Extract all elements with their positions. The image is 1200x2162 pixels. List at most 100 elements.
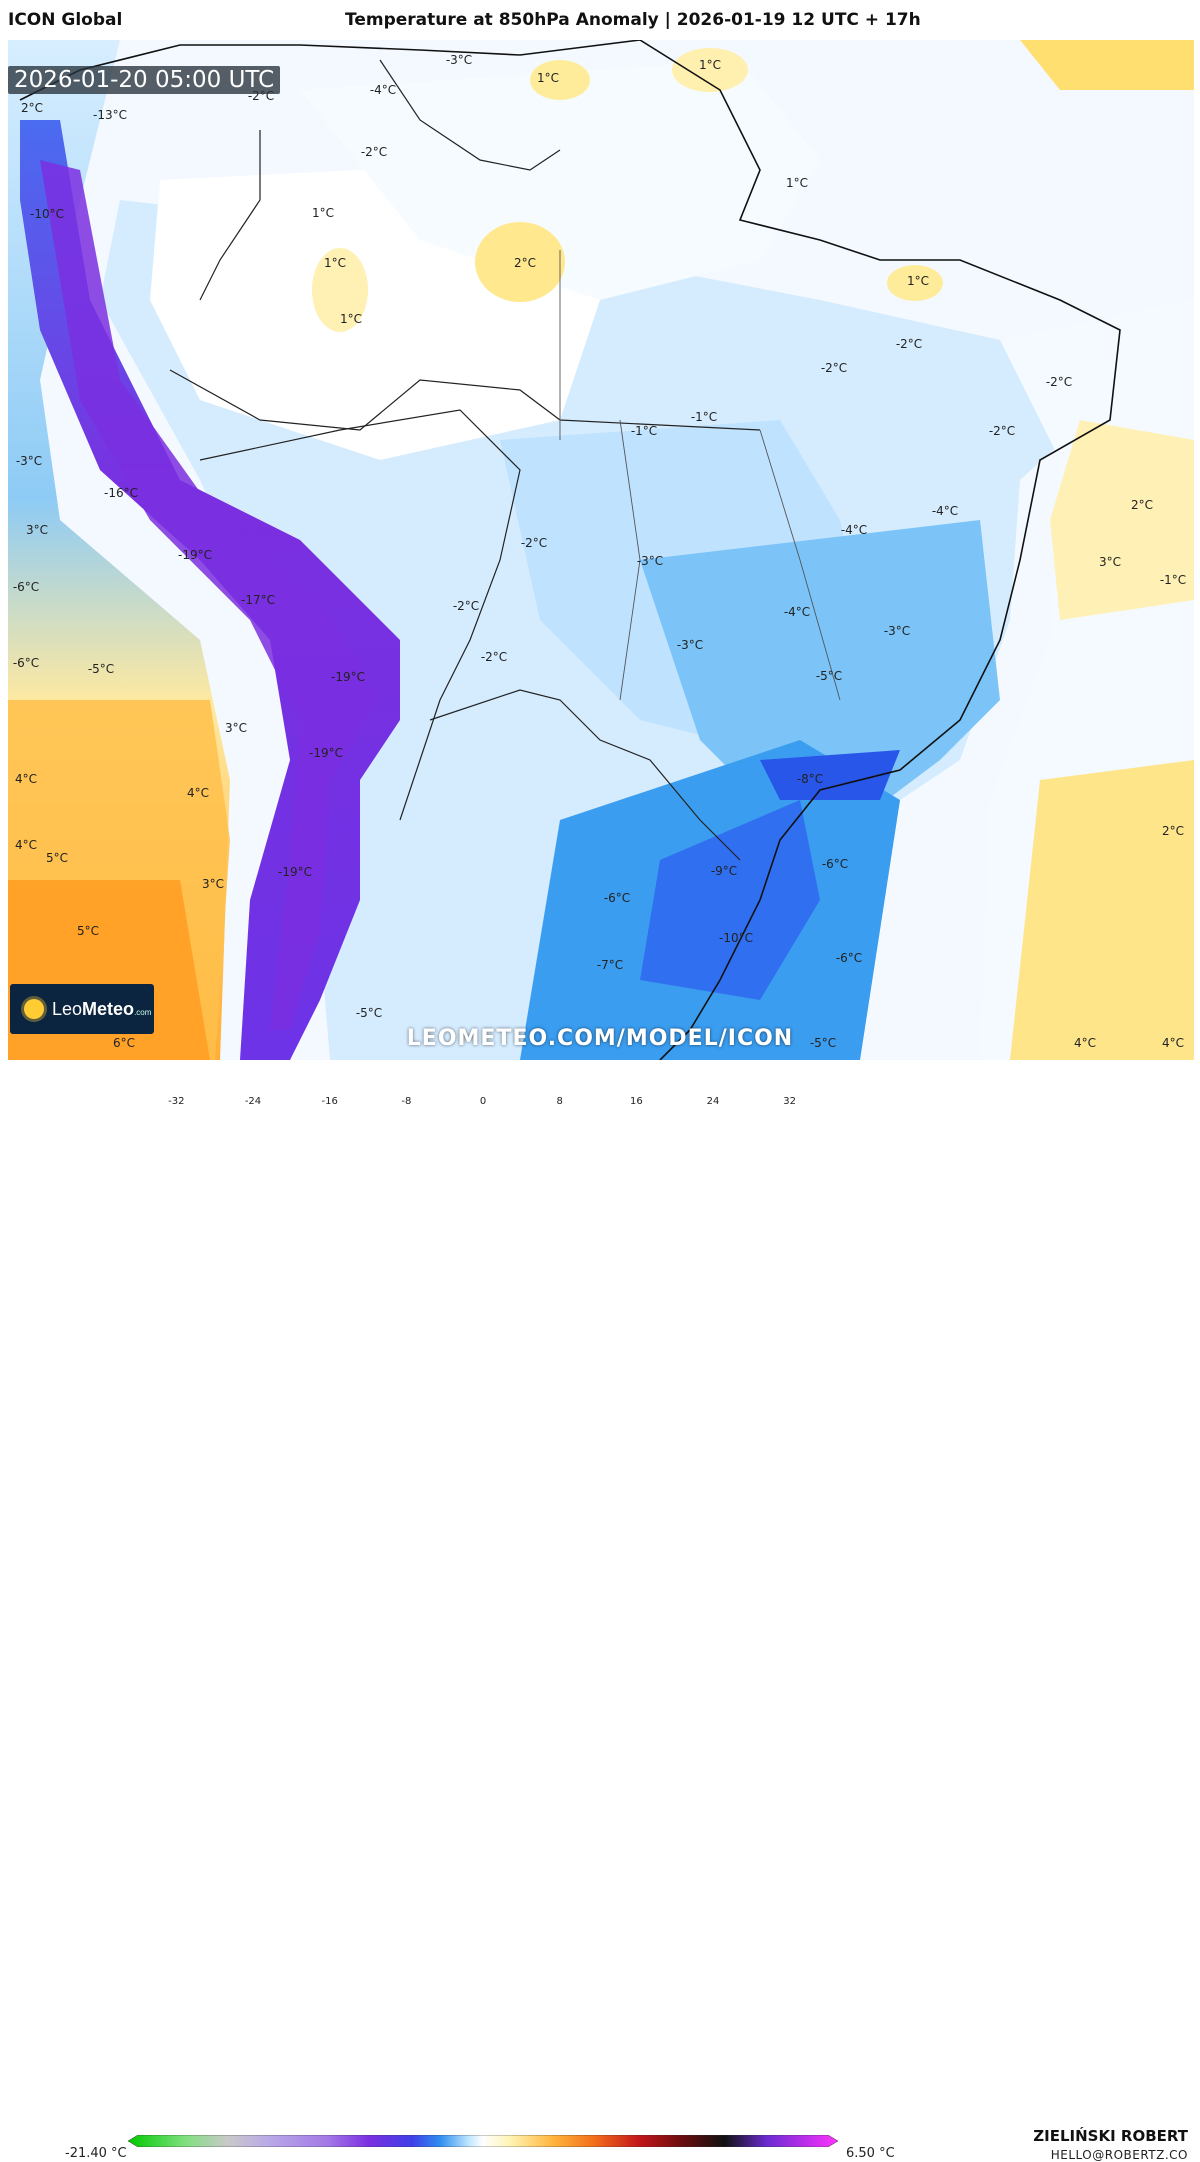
isotherm-label: -8°C (796, 772, 824, 786)
isotherm-label: -2°C (452, 599, 480, 613)
leometeo-logo[interactable]: LeoMeteo.com (10, 984, 154, 1034)
colorbar-tick: -24 (244, 1096, 262, 1107)
north-neutral (300, 60, 820, 300)
author-email[interactable]: HELLO@ROBERTZ.CO (1050, 2148, 1188, 2162)
isotherm-label: -2°C (1045, 375, 1073, 389)
isotherm-label: 4°C (14, 772, 38, 786)
isotherm-label: -3°C (676, 638, 704, 652)
isotherm-label: -7°C (596, 958, 624, 972)
border-line (429, 689, 741, 861)
state-border (759, 429, 841, 701)
isotherm-label: -6°C (12, 656, 40, 670)
isotherm-label: -5°C (355, 1006, 383, 1020)
warm-patch (672, 48, 748, 92)
isotherm-label: -6°C (821, 857, 849, 871)
isotherm-label: -10°C (719, 931, 753, 945)
colorbar-tick: 32 (783, 1096, 797, 1107)
coastline (19, 40, 1121, 1060)
sun-icon (24, 999, 44, 1019)
isotherm-label: 2°C (20, 101, 44, 115)
isotherm-label: -16°C (104, 486, 138, 500)
warm-patch (887, 265, 943, 301)
warm-patch (530, 60, 590, 100)
colorbar-tick: 16 (629, 1096, 643, 1107)
isotherm-label: 3°C (25, 523, 49, 537)
isotherm-label: -13°C (93, 108, 127, 122)
south-cold-core (640, 800, 820, 1000)
isotherm-label: 1°C (536, 71, 560, 85)
isotherm-label: -6°C (603, 891, 631, 905)
isotherm-label: 2°C (1130, 498, 1154, 512)
isotherm-label: 6°C (112, 1036, 136, 1050)
valid-time-badge: 2026-01-20 05:00 UTC (8, 66, 281, 94)
header: ICON Global Temperature at 850hPa Anomal… (0, 0, 1200, 40)
isotherm-label: -2°C (820, 361, 848, 375)
isotherm-label: 1°C (339, 312, 363, 326)
isotherm-label: -2°C (480, 650, 508, 664)
warm-patch (475, 222, 565, 302)
isotherm-label: -17°C (241, 593, 275, 607)
isotherm-label: 1°C (906, 274, 930, 288)
isotherm-label: -4°C (931, 504, 959, 518)
isotherm-label: -5°C (809, 1036, 837, 1050)
colorbar-tick: -32 (168, 1096, 185, 1107)
colorbar-min-label: -21.40 °C (65, 2146, 127, 2161)
isotherm-label: -1°C (690, 410, 718, 424)
isotherm-label: -6°C (835, 951, 863, 965)
isotherm-label: 1°C (785, 176, 809, 190)
southeast-cool (640, 520, 1000, 820)
author-name: ZIELIŃSKI ROBERT (1033, 2127, 1188, 2145)
isotherm-label: 2°C (1161, 824, 1185, 838)
isotherm-label: -3°C (636, 554, 664, 568)
isotherm-label: -2°C (520, 536, 548, 550)
footer: -21.40 °C (0, 1060, 1200, 2162)
isotherm-label: -4°C (783, 605, 811, 619)
isotherm-label: -1°C (630, 424, 658, 438)
border-line (199, 130, 261, 301)
colorbar-max-label: 6.50 °C (846, 2146, 895, 2161)
isotherm-label: -6°C (12, 580, 40, 594)
isotherm-label: -10°C (30, 207, 64, 221)
isotherm-label: 3°C (1098, 555, 1122, 569)
colorbar-tick: -16 (321, 1096, 338, 1107)
anomaly-map[interactable]: 2°C -13°C -3°C 1°C 1°C -4°C -2°C -2°C 1°C -10°C 1°… (8, 40, 1194, 1060)
isotherm-label: 5°C (76, 924, 100, 938)
isotherm-label: -9°C (710, 864, 738, 878)
isotherm-label: 3°C (224, 721, 248, 735)
isotherm-label: 1°C (311, 206, 335, 220)
border-line (379, 59, 561, 171)
logo-text: LeoMeteo.com (52, 998, 152, 1019)
colorbar-tick: 24 (706, 1096, 720, 1107)
colorbar-tick: 8 (556, 1096, 563, 1107)
isotherm-label: 4°C (186, 786, 210, 800)
atlantic-warm-north (1020, 40, 1194, 90)
isotherm-label: -3°C (15, 454, 43, 468)
model-name: ICON Global (8, 10, 123, 30)
isotherm-label: 4°C (1073, 1036, 1097, 1050)
isotherm-label: -1°C (1159, 573, 1187, 587)
colorbar (128, 2135, 838, 2147)
isotherm-label: 1°C (323, 256, 347, 270)
atlantic-warm-south (1010, 760, 1194, 1060)
isotherm-label: 2°C (513, 256, 537, 270)
isotherm-label: -4°C (369, 83, 397, 97)
map-canvas (8, 40, 1194, 1060)
watermark: LEOMETEO.COM/MODEL/ICON (406, 1026, 794, 1051)
isotherm-label: -19°C (309, 746, 343, 760)
isotherm-label: 3°C (201, 877, 225, 891)
colorbar-tick: -8 (401, 1096, 412, 1107)
isotherm-label: -19°C (331, 670, 365, 684)
isotherm-label: -4°C (840, 523, 868, 537)
andes-cold-core (40, 160, 380, 1030)
isotherm-label: 4°C (14, 838, 38, 852)
isotherm-label: -5°C (815, 669, 843, 683)
isotherm-label: -19°C (178, 548, 212, 562)
isotherm-label: -3°C (883, 624, 911, 638)
sp-cold-core (760, 750, 900, 800)
isotherm-label: 1°C (698, 58, 722, 72)
border-line (199, 409, 521, 821)
isotherm-label: -19°C (278, 865, 312, 879)
isotherm-label: 5°C (45, 851, 69, 865)
isotherm-label: -2°C (988, 424, 1016, 438)
state-border (619, 419, 641, 701)
